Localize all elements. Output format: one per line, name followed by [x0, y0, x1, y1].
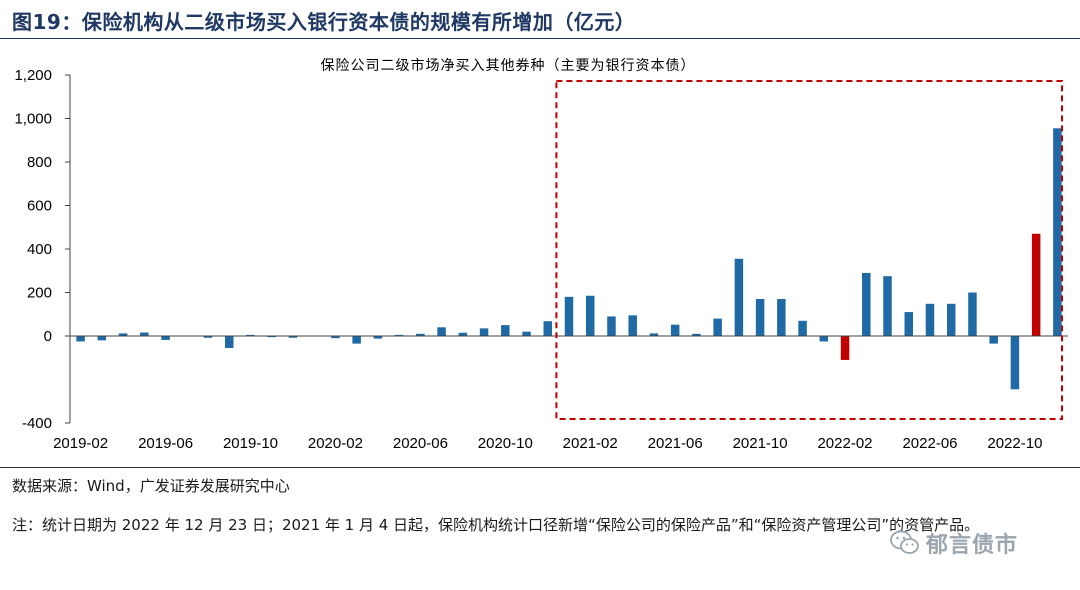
bar-2022-11 — [1031, 233, 1041, 336]
bar-2020-08 — [458, 332, 468, 336]
bar-2019-10 — [246, 334, 255, 336]
figure-title: 图19：保险机构从二级市场买入银行资本债的规模有所增加（亿元） — [12, 10, 636, 34]
bar-2021-07 — [692, 333, 701, 336]
bar-2021-10 — [755, 299, 765, 336]
highlight-box — [555, 80, 1064, 420]
x-tick-label: 2020-10 — [478, 435, 533, 452]
bar-2022-10 — [1010, 336, 1020, 390]
y-tick-label: 800 — [27, 154, 52, 171]
bar-2019-03 — [97, 336, 107, 341]
bar-2021-06 — [670, 324, 680, 336]
bar-2021-03 — [607, 316, 616, 336]
x-tick-label: 2021-06 — [648, 435, 703, 452]
x-tick-label: 2019-02 — [53, 435, 108, 452]
x-tick-label: 2019-06 — [138, 435, 193, 452]
bar-2019-12 — [288, 336, 298, 338]
y-axis: -400 0 200 400 600 800 1,000 1,200 — [14, 67, 71, 432]
bar-2021-12 — [798, 320, 807, 336]
bars-group — [76, 128, 1062, 390]
x-tick-label: 2022-10 — [987, 435, 1042, 452]
bar-2020-03 — [352, 336, 361, 344]
bar-2019-06 — [161, 336, 170, 340]
bar-2021-09 — [734, 258, 744, 336]
bar-2019-11 — [267, 336, 276, 338]
bar-chart: 保险公司二级市场净买入其他券种（主要为银行资本债） -400 0 200 400 600… — [14, 57, 1068, 452]
y-tick-label: 1,200 — [14, 67, 52, 84]
bar-2022-12 — [1053, 128, 1062, 336]
bar-2019-08 — [203, 336, 213, 338]
bar-2022-08 — [968, 292, 977, 336]
y-tick-label: -400 — [22, 415, 52, 432]
bar-2021-11 — [777, 299, 786, 336]
x-tick-label: 2020-06 — [393, 435, 448, 452]
bar-2022-06 — [925, 303, 935, 336]
bar-2020-06 — [416, 333, 425, 336]
bar-2020-07 — [437, 327, 446, 336]
x-tick-label: 2021-02 — [563, 435, 618, 452]
footer-divider — [0, 467, 1080, 468]
bar-2022-07 — [946, 303, 956, 336]
x-tick-label: 2019-10 — [223, 435, 278, 452]
title-divider — [0, 38, 1080, 39]
bar-2021-04 — [628, 315, 637, 336]
chart-title: 保险公司二级市场净买入其他券种（主要为银行资本债） — [321, 57, 696, 74]
bar-2022-01 — [819, 336, 829, 342]
bar-2020-09 — [479, 328, 489, 336]
bar-2022-02 — [840, 336, 850, 360]
y-tick-label: 0 — [44, 328, 52, 345]
figure-header: 图19：保险机构从二级市场买入银行资本债的规模有所增加（亿元） — [0, 0, 1080, 39]
bar-2020-12 — [543, 321, 553, 336]
y-tick-label: 400 — [27, 241, 52, 258]
bar-2021-02 — [585, 295, 595, 336]
x-axis: 2019-02 2019-06 2019-10 2020-02 2020-06 2020-… — [53, 335, 1068, 452]
y-tick-label: 200 — [27, 285, 52, 302]
watermark-text: 郁言债市 — [926, 533, 1019, 558]
bar-2019-04 — [118, 333, 128, 336]
x-tick-label: 2021-10 — [733, 435, 788, 452]
bar-2020-04 — [373, 336, 383, 339]
y-tick-label: 600 — [27, 198, 52, 215]
x-tick-label: 2022-02 — [817, 435, 872, 452]
source-text: 数据来源：Wind，广发证券发展研究中心 — [12, 477, 290, 495]
bar-2021-01 — [564, 296, 574, 336]
x-tick-label: 2022-06 — [902, 435, 957, 452]
bar-2020-10 — [501, 325, 510, 337]
bar-2019-05 — [140, 332, 149, 336]
bar-2022-04 — [883, 276, 892, 336]
bar-2019-02 — [76, 336, 85, 342]
bar-2020-11 — [522, 331, 531, 336]
bar-2021-05 — [649, 333, 659, 336]
x-tick-label: 2020-02 — [308, 435, 363, 452]
bar-2020-05 — [394, 334, 404, 336]
y-tick-label: 1,000 — [14, 111, 52, 128]
bar-2021-08 — [713, 318, 722, 336]
bar-2020-02 — [331, 336, 340, 339]
bar-2019-09 — [225, 336, 234, 348]
bar-2022-09 — [989, 336, 998, 344]
watermark: 郁言债市 — [890, 527, 1018, 559]
note-text: 注：统计日期为 2022 年 12 月 23 日；2021 年 1 月 4 日起… — [12, 516, 980, 534]
wechat-icon — [890, 530, 919, 554]
bar-2022-05 — [904, 312, 913, 336]
bar-2022-03 — [862, 272, 871, 336]
